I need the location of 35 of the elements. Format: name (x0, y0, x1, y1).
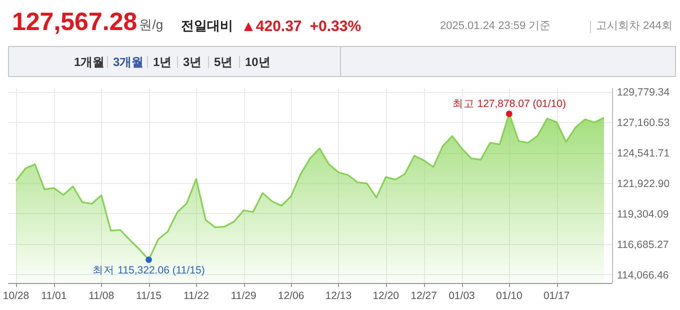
y-tick-label: 129,779.34 (617, 86, 670, 99)
x-tick-label: 11/22 (183, 290, 210, 302)
x-tick-label: 12/27 (410, 290, 438, 302)
x-tick-label: 11/01 (41, 290, 67, 302)
x-tick-label: 12/06 (278, 290, 304, 302)
text: 원/g (139, 17, 164, 32)
y-tick-label: 114,066.46 (617, 269, 669, 282)
annotation: 최고 127,878.07 (01/10) (452, 98, 566, 110)
x-tick-label: 10/28 (2, 290, 30, 302)
x-tick-label: 11/08 (88, 290, 114, 302)
x-tick-label: 11/29 (230, 290, 257, 302)
text: 5년 (214, 55, 233, 69)
chart-title: 127,567.28 (12, 8, 138, 36)
y-tick-label: 124,541.71 (617, 148, 670, 160)
y-tick-label: 116,685.27 (617, 238, 669, 251)
x-tick-label: 01/03 (448, 290, 476, 302)
y-tick-label: 127,160.53 (617, 117, 670, 130)
text: 2025.01.24 23:59 기준 (440, 20, 551, 32)
text: 전일대비 (181, 18, 234, 33)
text: 1개월 (74, 55, 105, 69)
text: ▲420.37 (241, 18, 302, 35)
y-tick-label: 121,922.90 (617, 178, 670, 190)
x-tick-label: 01/17 (543, 290, 570, 302)
text: 1년 (153, 55, 172, 69)
text: 3년 (183, 55, 202, 69)
y-tick-label: 119,304.09 (617, 208, 669, 220)
x-tick-label: 12/13 (325, 290, 352, 302)
x-tick-label: 01/10 (496, 290, 522, 302)
text: 고시회차 244회 (596, 20, 672, 32)
x-tick-label: 12/20 (372, 290, 400, 302)
text: +0.33% (310, 18, 362, 35)
annotation: 최저 115,322.06 (11/15) (92, 264, 205, 277)
x-tick-label: 11/15 (136, 290, 162, 302)
text: 10년 (245, 55, 270, 69)
text: 3개월 (113, 55, 144, 69)
